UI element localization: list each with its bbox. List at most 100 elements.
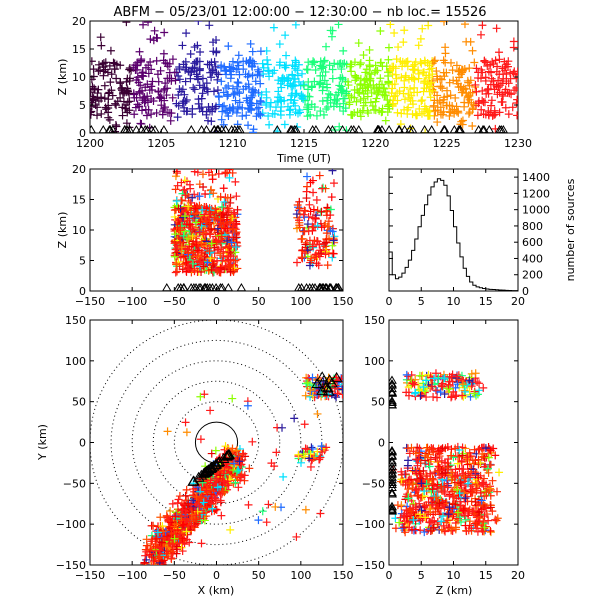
source-marker [187,68,196,77]
source-marker [154,554,163,563]
source-marker [303,445,312,454]
source-marker [292,532,301,541]
source-marker [434,446,443,455]
source-marker [181,57,190,66]
source-marker [326,205,335,214]
source-marker [484,67,493,76]
station-marker [294,283,304,291]
source-marker [452,523,461,532]
source-marker [314,261,323,270]
station-marker [389,400,397,409]
source-marker [488,476,497,485]
source-marker [415,469,424,478]
source-marker [221,224,230,233]
source-marker [231,478,240,487]
source-marker [495,48,504,57]
source-marker [393,108,402,117]
source-marker [433,458,442,467]
source-marker [299,210,308,219]
source-marker [409,516,418,525]
y-tick-label: −50 [63,477,86,490]
station-marker [321,382,334,393]
source-marker [210,494,219,503]
source-marker [439,68,448,77]
source-marker [328,26,337,35]
station-marker [220,450,233,461]
station-marker [140,125,150,133]
source-marker [254,67,263,76]
source-marker [463,479,472,488]
source-marker [472,486,481,495]
source-marker [352,73,361,82]
plot-layer: 1200 1205 1210 1215 1220 1225 1230 0 5 10 15 20 −150… [56,15,550,582]
source-marker [427,486,436,495]
source-marker [416,474,425,483]
source-marker [420,451,429,460]
source-marker [425,462,434,471]
source-marker [190,85,199,94]
source-marker [200,83,209,92]
source-marker [270,110,279,119]
source-marker [153,528,162,537]
source-marker [423,107,432,116]
source-marker [441,49,450,58]
source-marker [154,569,162,577]
source-marker [502,60,511,69]
y-tick-label: 50 [371,396,385,409]
source-marker [463,460,472,469]
source-marker [433,98,442,107]
source-marker [513,111,518,120]
x-tick-label: 5 [418,295,425,308]
source-marker [288,70,297,79]
source-marker [450,505,459,514]
source-marker [177,178,186,187]
source-marker [212,102,221,111]
altitude-histogram-line [389,178,518,292]
source-marker [328,65,337,74]
source-marker [429,102,438,111]
source-marker [288,61,297,70]
source-marker [398,524,407,533]
source-marker [253,65,262,74]
source-marker [455,478,464,487]
source-marker [416,510,425,519]
source-marker [306,450,315,459]
source-marker [213,86,222,95]
source-marker [437,445,446,454]
source-marker [470,389,479,398]
source-marker [308,373,317,382]
source-marker [170,206,179,215]
source-marker [217,115,226,124]
source-marker [94,97,103,106]
station-marker [201,125,212,133]
station-marker [196,125,207,133]
source-marker [93,103,102,112]
y-tick-label: 1200 [522,187,550,200]
source-marker [173,267,182,276]
source-marker [448,370,457,379]
source-marker [473,111,482,120]
source-marker [206,210,215,219]
source-marker [181,97,190,106]
source-marker [258,507,267,516]
source-marker [151,542,160,551]
source-marker [118,88,127,97]
source-marker [248,47,257,56]
station-marker [330,371,343,382]
source-marker [212,47,221,56]
source-marker [451,465,460,474]
source-marker [447,524,456,533]
source-marker [234,51,243,60]
source-marker [118,111,127,120]
source-marker [301,96,310,105]
source-marker [411,485,420,494]
source-marker [445,111,454,120]
source-marker [140,98,149,107]
source-marker [248,437,257,446]
source-marker [196,435,205,444]
source-marker [230,264,239,273]
source-marker [466,76,475,85]
source-marker [315,240,324,249]
source-marker [208,259,217,268]
source-marker [321,250,330,259]
